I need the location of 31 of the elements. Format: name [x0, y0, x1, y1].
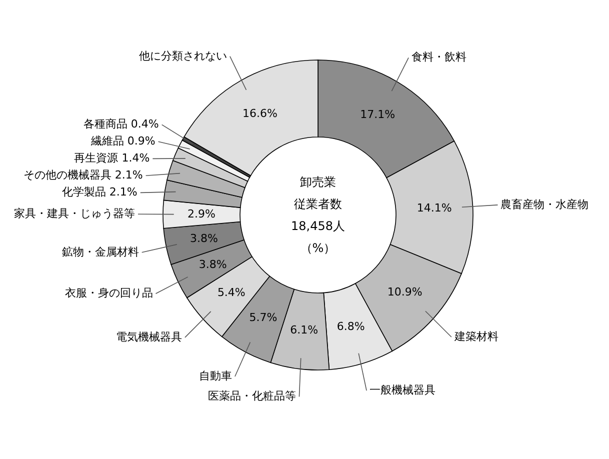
slice-label: 自動車	[198, 370, 232, 382]
slice-label: 鉱物・金属材料	[62, 245, 139, 258]
data-label: 3.8%	[190, 232, 218, 245]
slice-label: 各種商品 0.4%	[83, 118, 159, 131]
data-label: 6.8%	[336, 320, 365, 333]
slice-label: 再生資源 1.4%	[74, 152, 150, 165]
slice-label: 化学製品 2.1%	[62, 186, 138, 199]
slice-label: 電気機械器具	[116, 330, 182, 344]
text: （%）	[300, 241, 336, 255]
data-label: 10.9%	[387, 286, 422, 299]
slice-label: 医薬品・化粧品等	[208, 390, 296, 403]
text: 18,458人	[291, 219, 345, 233]
data-label: 5.4%	[217, 286, 246, 299]
slice-label: 一般機械器具	[370, 384, 436, 397]
slice-label: 家具・建具・じゅう器等	[14, 207, 135, 220]
slice-label: 建築材料	[453, 330, 498, 343]
text: 卸売業	[300, 175, 336, 189]
data-label: 16.6%	[242, 106, 278, 120]
data-label: 3.8%	[198, 258, 227, 272]
data-label: 17.1%	[360, 108, 396, 121]
slice-label: 衣服・身の回り品	[64, 286, 153, 300]
data-label: 5.7%	[249, 310, 278, 324]
data-label: 14.1%	[416, 202, 452, 215]
slice-label: 農畜産物・水産物	[500, 198, 589, 211]
slice-label: 他に分類されない	[138, 49, 227, 62]
slice-label: その他の機械器具 2.1%	[23, 168, 143, 182]
data-label: 2.9%	[188, 207, 216, 220]
data-label: 6.1%	[290, 324, 318, 337]
slice-label: 繊維品 0.9%	[90, 134, 156, 148]
text: 従業者数	[294, 197, 342, 211]
slice-label: 食料・飲料	[412, 50, 467, 64]
